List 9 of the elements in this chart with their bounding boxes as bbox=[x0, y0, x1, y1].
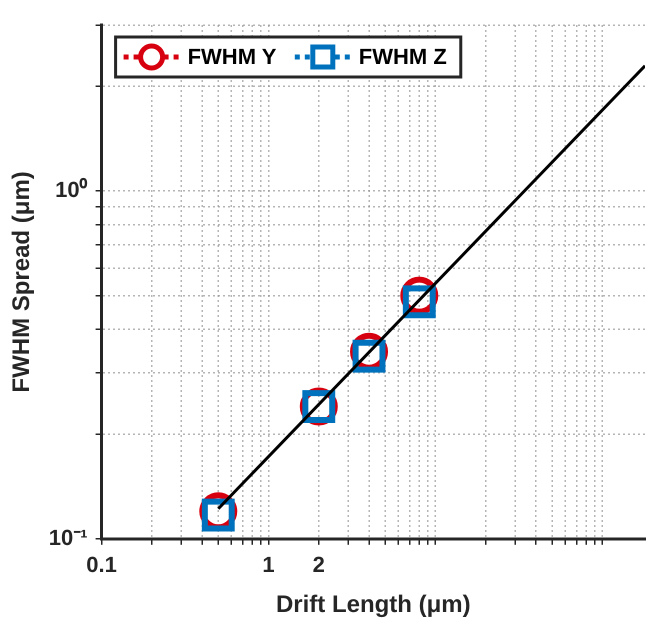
x-tick-label: 2 bbox=[312, 552, 325, 578]
x-axis-title: Drift Length (μm) bbox=[276, 591, 471, 618]
x-tick-label: 0.1 bbox=[86, 552, 117, 578]
legend-label: FWHM Y bbox=[188, 44, 277, 70]
x-tick-label: 1 bbox=[262, 552, 275, 578]
legend-label: FWHM Z bbox=[358, 44, 447, 70]
y-tick-label: 10⁻¹ bbox=[48, 524, 88, 550]
y-tick-label: 10⁰ bbox=[55, 177, 88, 202]
y-axis-title: FWHM Spread (μm) bbox=[8, 171, 36, 393]
